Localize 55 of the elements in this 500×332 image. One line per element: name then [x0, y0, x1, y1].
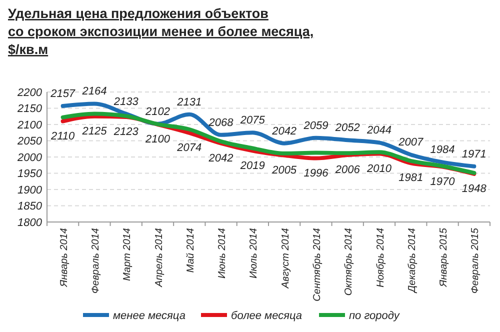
data-label: 2019: [239, 160, 265, 172]
data-label: 2042: [271, 125, 297, 138]
y-tick-label: 2050: [16, 136, 43, 148]
x-tick-label: Январь 2015: [438, 228, 450, 288]
y-tick-label: 2150: [16, 103, 43, 116]
y-tick-label: 1950: [18, 168, 43, 180]
x-tick-label: Август 2014: [280, 228, 292, 290]
data-label: 2059: [302, 120, 328, 132]
data-label: 2068: [208, 116, 234, 129]
data-label: 2157: [50, 88, 76, 100]
data-label: 2102: [144, 106, 170, 118]
y-tick-label: 1850: [18, 200, 43, 213]
x-tick-label: Сентябрь 2014: [312, 228, 323, 302]
data-label: 2007: [398, 136, 424, 149]
x-tick-label: Январь 2014: [58, 228, 70, 288]
data-label: 1996: [304, 167, 330, 180]
data-label: 2044: [366, 124, 392, 137]
x-tick-label: Октябрь 2014: [344, 228, 355, 296]
data-label: 2074: [176, 142, 202, 154]
data-label: 2010: [366, 162, 392, 175]
data-label: 2052: [334, 122, 360, 134]
x-tick-label: Июль 2014: [248, 228, 260, 278]
data-label: 1948: [462, 182, 488, 195]
y-tick-label: 2100: [16, 119, 43, 132]
x-tick-label: Июнь 2014: [217, 228, 228, 278]
data-label: 2125: [81, 125, 108, 138]
data-label: 2075: [239, 114, 266, 127]
data-label: 1984: [430, 144, 455, 156]
x-tick-label: Февраль 2014: [90, 228, 102, 294]
x-tick-label: Февраль 2015: [470, 228, 482, 294]
y-tick-label: 1900: [18, 184, 43, 196]
x-tick-label: Декабрь 2014: [406, 228, 418, 294]
data-label: 2100: [144, 134, 171, 146]
data-label: 2164: [81, 86, 107, 98]
legend-label: более месяца: [231, 310, 302, 322]
data-label: 2133: [112, 96, 140, 108]
x-tick-label: Март 2014: [122, 228, 134, 281]
legend-label: менее месяца: [113, 310, 186, 322]
data-label: 2006: [334, 164, 361, 176]
x-tick-label: Май 2014: [185, 228, 196, 273]
x-tick-label: Апрель 2014: [154, 228, 165, 288]
data-label: 2005: [271, 164, 298, 176]
legend-label: по городу: [349, 310, 401, 322]
data-label: 1981: [398, 172, 424, 184]
data-label: 1971: [462, 148, 486, 160]
data-label: 2110: [50, 130, 76, 142]
data-label: 2123: [112, 126, 140, 138]
x-tick-label: Ноябрь 2014: [375, 228, 386, 288]
data-label: 2042: [208, 152, 234, 164]
y-tick-label: 1800: [18, 216, 43, 229]
y-tick-label: 2200: [16, 86, 43, 99]
y-tick-label: 2000: [16, 152, 43, 164]
chart-title: Удельная цена предложения объектов со сроком экспозиции менее и более месяца, $/кв.м: [8, 6, 314, 57]
data-label: 2131: [176, 96, 202, 108]
data-label: 1970: [430, 176, 456, 188]
